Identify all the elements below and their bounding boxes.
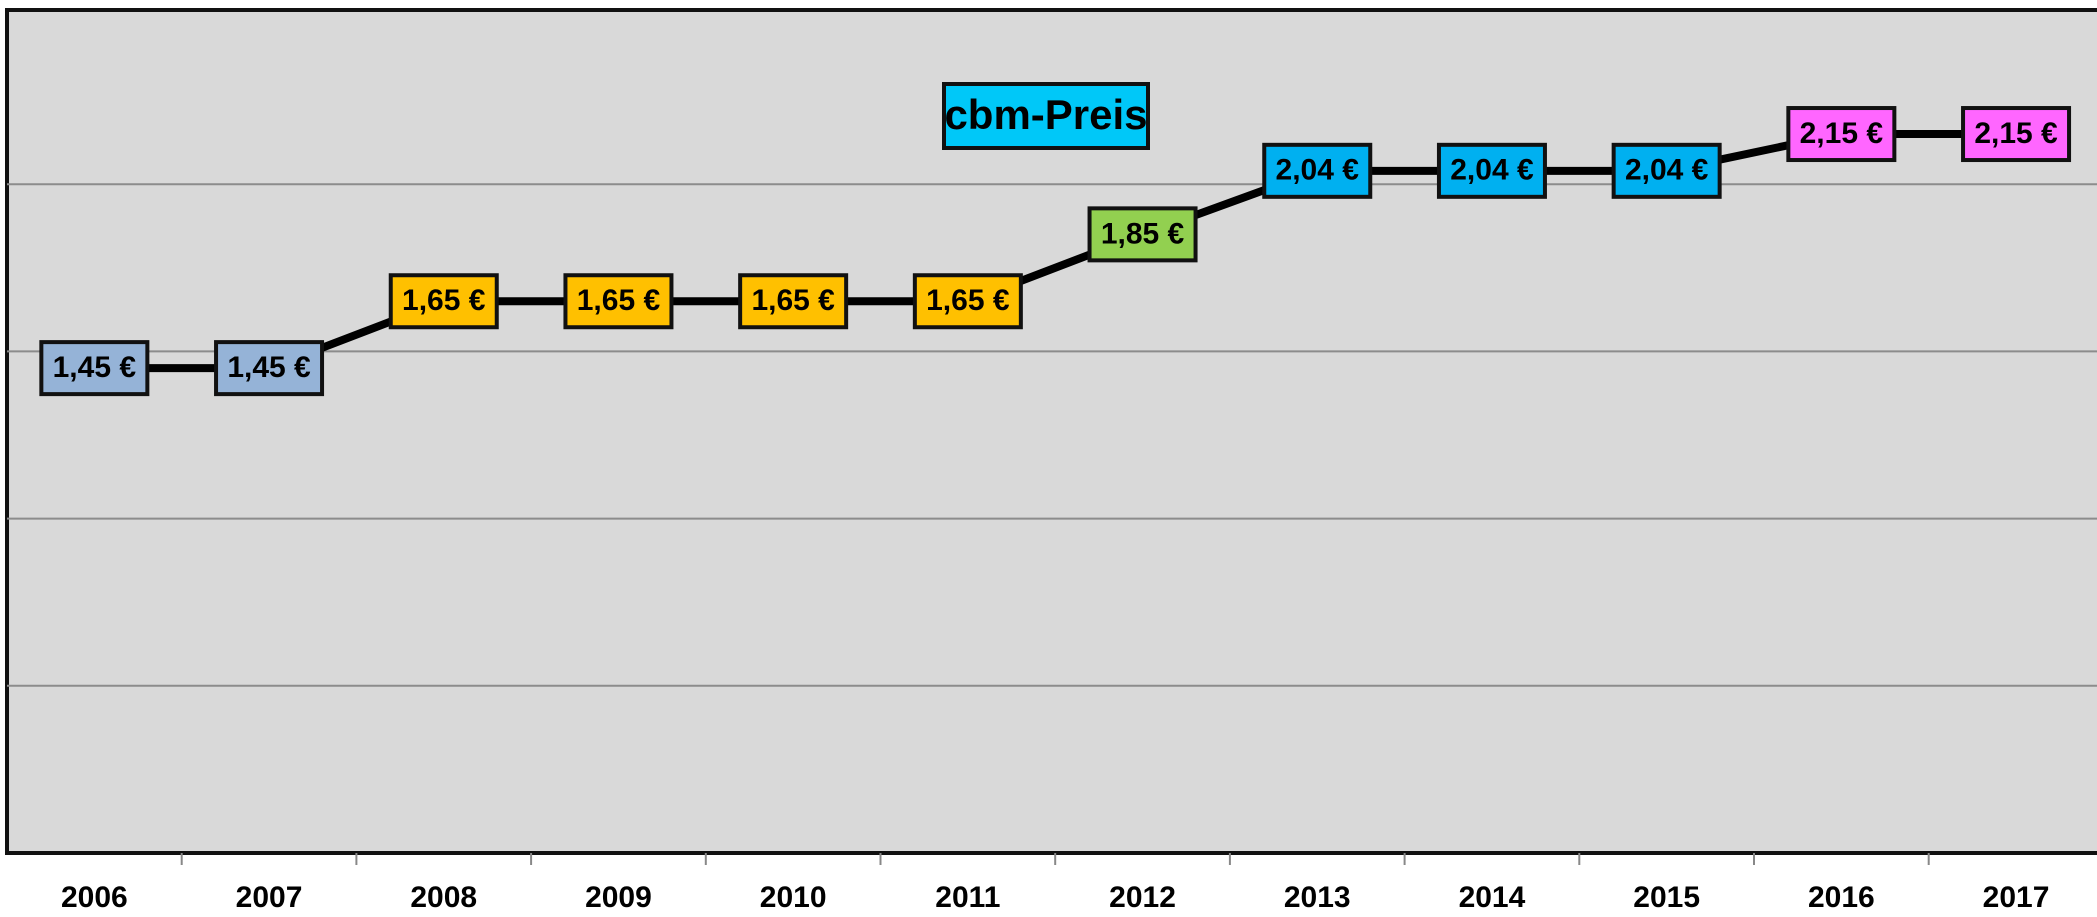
chart-title: cbm-Preis <box>944 91 1147 138</box>
data-label: 2,04 € <box>1625 154 1709 187</box>
x-tick-label: 2008 <box>410 881 477 914</box>
data-label-box <box>1436 142 1547 199</box>
data-label: 1,65 € <box>577 284 661 317</box>
data-label: 2,04 € <box>1450 154 1534 187</box>
data-label-box <box>388 273 499 330</box>
x-tick-label: 2009 <box>585 881 652 914</box>
data-label-box <box>912 273 1023 330</box>
data-label: 1,65 € <box>402 284 486 317</box>
x-tick-label: 2010 <box>760 881 827 914</box>
x-tick-label: 2016 <box>1808 881 1875 914</box>
data-label: 1,65 € <box>926 284 1010 317</box>
x-tick-label: 2017 <box>1983 881 2050 914</box>
data-label: 2,04 € <box>1276 154 1360 187</box>
data-label: 1,45 € <box>227 351 311 384</box>
data-label-box <box>1786 106 1897 163</box>
data-label-box <box>39 340 150 397</box>
x-tick-label: 2013 <box>1284 881 1351 914</box>
x-tick-label: 2006 <box>61 881 128 914</box>
x-tick-label: 2012 <box>1109 881 1176 914</box>
x-tick-label: 2014 <box>1459 881 1526 914</box>
data-label-box <box>1961 106 2072 163</box>
x-tick-label: 2007 <box>236 881 303 914</box>
data-label-box <box>1262 142 1373 199</box>
title-box <box>942 82 1150 150</box>
data-label-box <box>563 273 674 330</box>
data-label-box <box>214 340 325 397</box>
data-label: 1,45 € <box>53 351 137 384</box>
data-label: 2,15 € <box>1800 117 1884 150</box>
data-label-box <box>1611 142 1722 199</box>
x-tick-label: 2015 <box>1633 881 1700 914</box>
data-label: 1,85 € <box>1101 217 1185 250</box>
x-tick-label: 2011 <box>935 881 1000 914</box>
data-label: 2,15 € <box>1974 117 2058 150</box>
data-label: 1,65 € <box>751 284 835 317</box>
data-label-box <box>738 273 849 330</box>
data-label-box <box>1087 206 1198 263</box>
